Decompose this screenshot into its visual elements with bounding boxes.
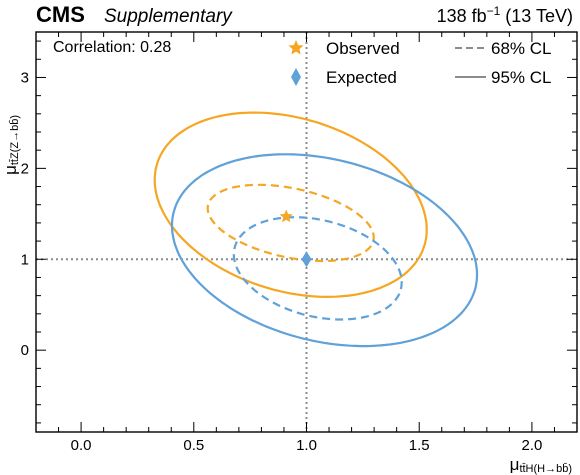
x-tick-label: 0.5 [183,437,204,454]
reference-lines [36,32,577,432]
contour-expected-68cl [232,216,403,321]
correlation-annotation: Correlation: 0.28 [53,39,171,56]
legend-expected-diamond-icon [291,68,301,86]
supplementary-label: Supplementary [104,6,233,27]
legend: Observed Expected 68% CL 95% CL [288,39,551,87]
plot-frame [35,31,578,433]
y-tick-label: 1 [21,251,29,268]
markers [279,209,312,268]
y-axis-title-sub: tt̄Z(Z→bb̄) [8,115,21,165]
legend-observed-star-icon [288,40,304,55]
expected-best-fit-diamond-marker [301,251,312,268]
y-tick-label: 0 [21,342,29,359]
lumi-energy: (13 TeV) [500,6,573,26]
x-tick-label: 2.0 [521,437,542,454]
contours [153,111,479,348]
legend-68cl-label: 68% CL [491,39,551,58]
x-axis-title: μtt̄H(H→bb̄) [510,455,572,475]
legend-observed-label: Observed [326,39,400,58]
x-tick-label: 1.0 [296,437,317,454]
y-axis-title: μtt̄Z(Z→bb̄) [1,115,21,175]
legend-95cl-label: 95% CL [491,68,551,87]
observed-best-fit-star-marker [279,209,293,223]
x-axis-title-sub: tt̄H(H→bb̄) [519,462,572,475]
lumi-exponent: −1 [487,4,501,18]
lumi-prefix: 138 fb [437,6,487,26]
luminosity-label: 138 fb−1 (13 TeV) [437,4,573,26]
legend-expected-label: Expected [326,68,397,87]
y-axis-title-main: μ [1,165,20,175]
y-tick-label: 2 [21,160,29,177]
x-tick-label: 0.0 [71,437,92,454]
x-axis-title-main: μ [510,455,520,474]
y-tick-label: 3 [21,69,29,86]
contour-expected-95cl [170,153,479,348]
contour-observed-95cl [153,111,428,299]
axis-tick-labels: 0.0 0.5 1.0 1.5 2.0 0 1 2 3 [21,69,543,454]
cms-logo: CMS [36,2,85,27]
x-tick-label: 1.5 [409,437,430,454]
contour-observed-68cl [206,183,375,263]
